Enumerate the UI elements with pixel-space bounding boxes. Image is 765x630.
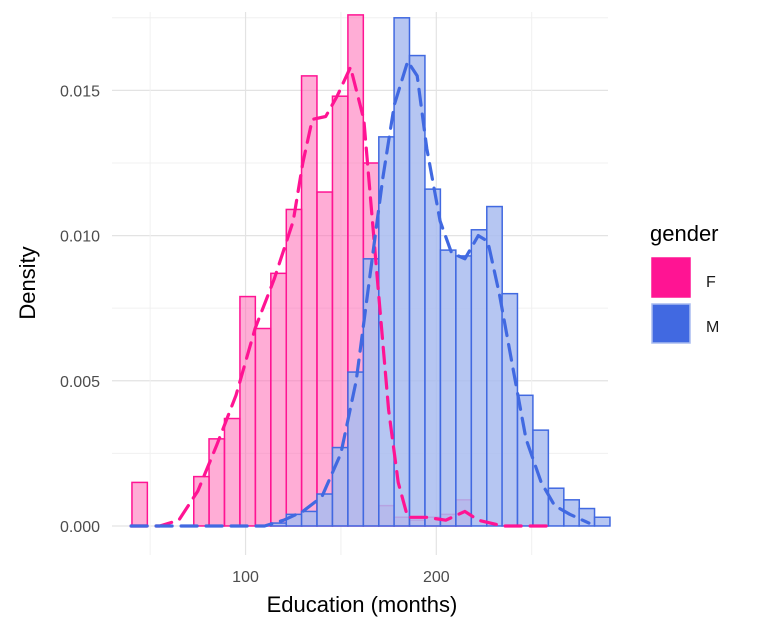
density-curves [129,59,591,528]
bar-m [300,510,318,527]
bar-m [516,394,534,527]
y-tick-label: 0.000 [60,519,100,536]
y-tick-label: 0.015 [60,83,100,100]
bar-f [208,438,226,527]
bar-f [285,208,303,527]
density-curve-m [129,59,591,528]
bar-m [331,446,349,527]
bar-f [223,417,241,527]
legend-swatch-m [651,303,691,344]
density-curve-f [129,65,557,528]
bar-m [470,229,488,527]
bar-m [439,249,457,527]
bar-m [593,516,611,527]
bar-f [254,327,272,527]
legend-label-m: M [706,319,719,336]
tick-labels: 0.000 0.005 0.010 0.015 100 200 [60,83,450,586]
legend: gender F M [650,221,719,344]
bar-f [300,75,318,527]
bar-m [347,371,365,527]
x-axis-title: Education (months) [267,592,458,617]
bar-m [547,487,565,527]
bar-m [455,255,473,527]
bar-f [316,191,334,527]
y-axis-title: Density [15,246,40,319]
bar-m [424,188,442,527]
x-tick-label: 200 [423,569,450,586]
legend-swatch-f [651,257,691,298]
y-tick-label: 0.010 [60,229,100,246]
bar-f [131,481,149,527]
legend-title: gender [650,221,719,246]
x-tick-label: 100 [232,569,259,586]
y-tick-label: 0.005 [60,374,100,391]
bar-m [316,493,334,527]
legend-label-f: F [706,274,716,291]
bar-f [270,272,287,527]
